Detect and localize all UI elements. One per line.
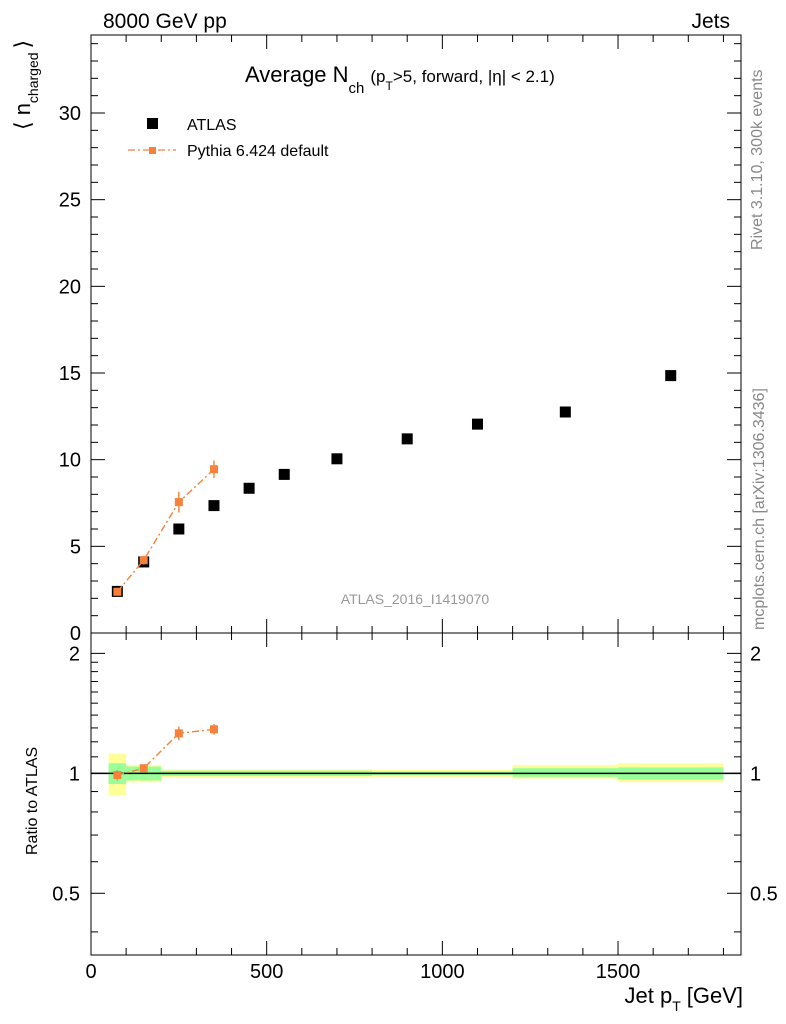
side-label-top: Rivet 3.1.10, 300k events: [749, 69, 766, 250]
x-tick-label: 1000: [420, 961, 465, 983]
ratio-y-tick-label: 1: [69, 763, 80, 785]
ratio-panel: 0.5 0.5 1 1 2 2 0 500 1000 1500: [52, 632, 778, 983]
header-right: Jets: [691, 10, 730, 33]
ratio-y-tick-label: 0.5: [52, 883, 80, 905]
title-rest: (p: [370, 67, 385, 86]
x-tick-label: 0: [85, 961, 96, 983]
legend-data-label: ATLAS: [187, 117, 237, 134]
title-rest-sub: T: [386, 79, 394, 93]
ratio-band-inner: [512, 768, 619, 777]
title-sub: ch: [349, 80, 365, 97]
atlas-data-point: [665, 370, 677, 382]
atlas-data-point: [401, 433, 413, 445]
pythia-ratio-point: [113, 771, 122, 780]
title-rest2: >5, forward, |η| < 2.1): [393, 67, 555, 86]
atlas-data-point: [243, 482, 255, 494]
y-label-main-text: ⟨ n: [10, 103, 35, 130]
atlas-data-point: [331, 453, 343, 465]
main-y-tick-label: 25: [59, 190, 81, 212]
x-axis-label: Jet pT [GeV]: [624, 983, 743, 1014]
main-panel: 0 5 10 15 20 25 30: [59, 34, 742, 645]
y-axis-label-ratio: Ratio to ATLAS: [24, 747, 41, 855]
ratio-plot-frame: [90, 632, 742, 956]
header-left: 8000 GeV pp: [103, 10, 227, 33]
atlas-data-point: [278, 468, 290, 480]
analysis-watermark: ATLAS_2016_I1419070: [341, 591, 490, 607]
main-y-tick-label: 10: [59, 450, 81, 472]
atlas-data-point: [471, 418, 483, 430]
chart-title: Average Nch (pT>5, forward, |η| < 2.1): [245, 62, 555, 97]
atlas-data-point: [208, 500, 220, 512]
title-main: Average N: [245, 62, 349, 87]
pythia-data-point: [209, 465, 218, 474]
legend-mc-label: Pythia 6.424 default: [187, 143, 329, 160]
y-axis-label-main: ⟨ ncharged ⟩: [10, 40, 41, 130]
ratio-y-tick-label-right: 1: [750, 763, 761, 785]
y-label-main-sub: charged: [25, 52, 41, 103]
pythia-line: [116, 468, 215, 593]
legend: ATLAS Pythia 6.424 default: [128, 117, 329, 160]
main-y-tick-label: 5: [70, 536, 81, 558]
x-label-unit: [GeV]: [687, 983, 743, 1008]
pythia-ratio-point: [209, 725, 218, 734]
legend-mc-marker: [149, 147, 156, 154]
side-label-bottom: mcplots.cern.ch [arXiv:1306.3436]: [751, 388, 768, 630]
atlas-data-point: [173, 523, 185, 535]
pythia-data-point: [174, 498, 183, 507]
x-label-sub: T: [672, 998, 681, 1014]
main-y-tick-label: 0: [70, 623, 81, 645]
atlas-data-point: [559, 406, 571, 418]
x-label-text: Jet p: [624, 983, 672, 1008]
y-label-main-close: ⟩: [10, 40, 35, 49]
x-tick-label: 500: [250, 961, 283, 983]
pythia-ratio-line: [117, 728, 215, 776]
pythia-ratio-point: [174, 729, 183, 738]
ratio-y-tick-label-right: 0.5: [750, 883, 778, 905]
ratio-y-tick-label-right: 2: [750, 643, 761, 665]
x-tick-label: 1500: [596, 961, 641, 983]
pythia-data-point: [113, 587, 122, 596]
main-y-tick-label: 15: [59, 363, 81, 385]
pythia-ratio-point: [139, 764, 148, 773]
main-y-tick-label: 20: [59, 276, 81, 298]
legend-data-marker: [147, 118, 158, 129]
ratio-y-tick-label: 2: [69, 643, 80, 665]
pythia-data-point: [139, 556, 148, 565]
main-y-tick-label: 30: [59, 103, 81, 125]
